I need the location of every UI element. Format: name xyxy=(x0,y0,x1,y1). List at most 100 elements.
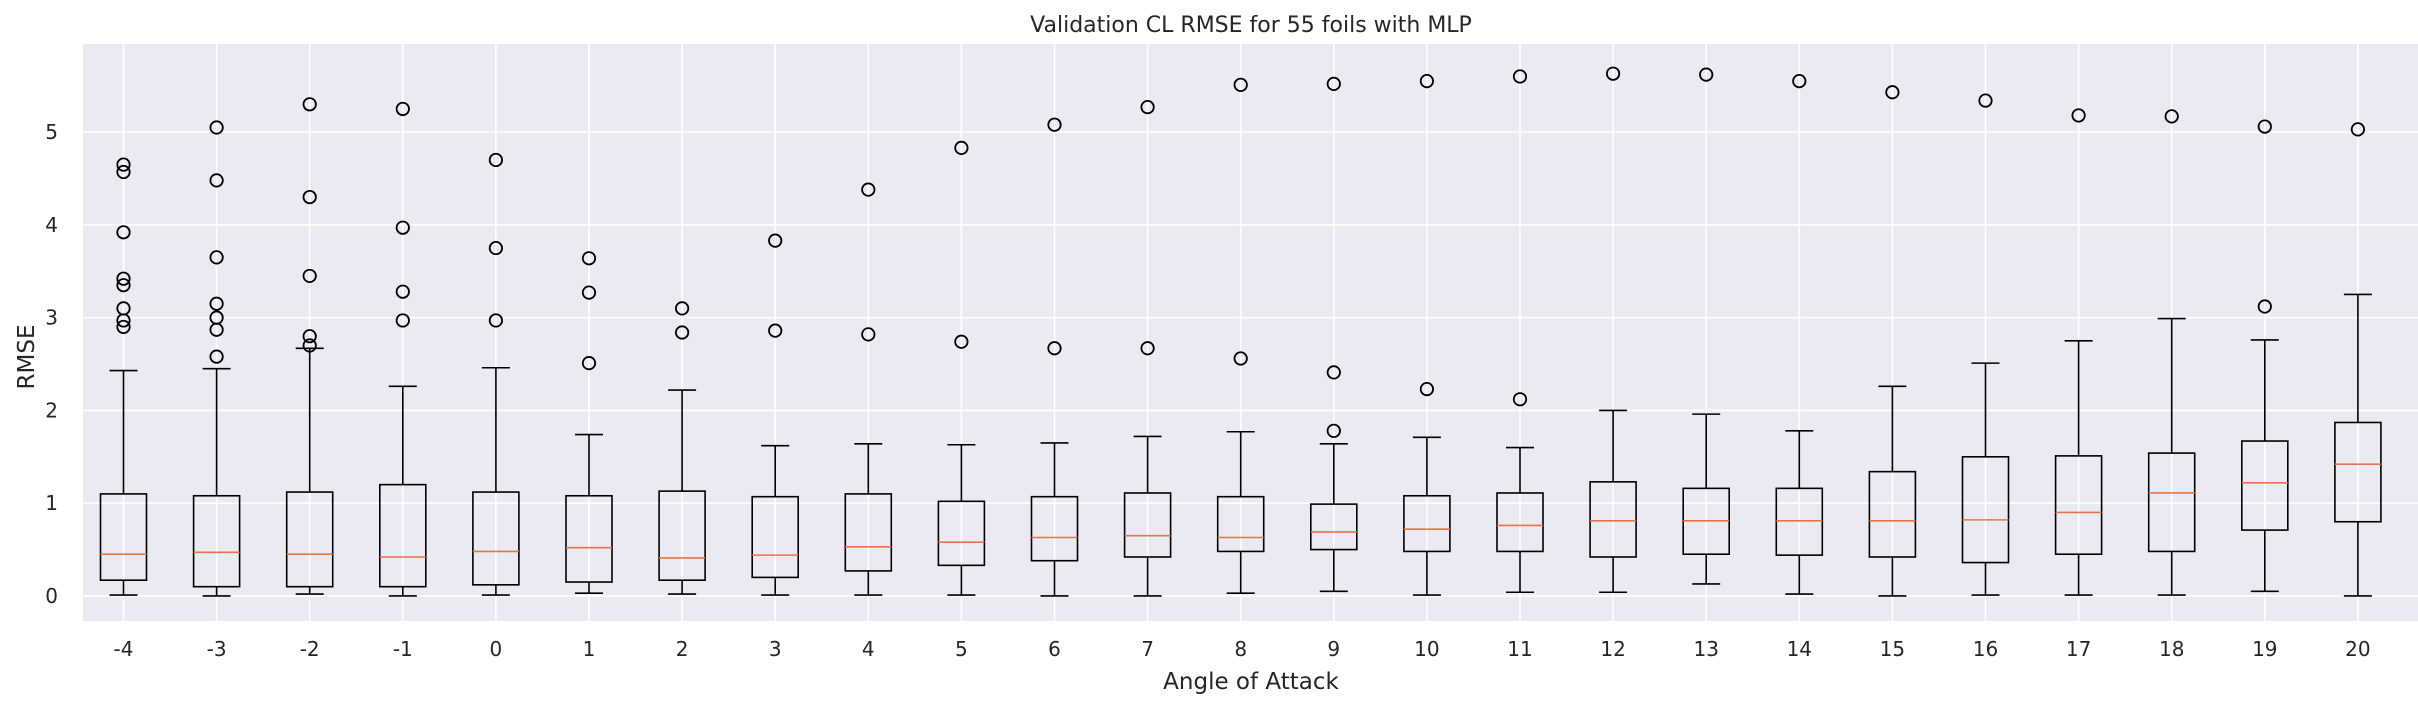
box-iqr xyxy=(2147,452,2196,553)
box-group xyxy=(2147,109,2196,596)
x-tick-label: 7 xyxy=(1141,637,1154,661)
x-tick-label: 14 xyxy=(1787,637,1812,661)
outlier-point xyxy=(209,310,224,325)
box-iqr xyxy=(937,500,986,567)
outlier-point xyxy=(209,250,224,265)
x-tick-label: 20 xyxy=(2345,637,2370,661)
outlier-point xyxy=(395,313,410,328)
x-tick-label: 13 xyxy=(1693,637,1718,661)
x-tick-label: 18 xyxy=(2159,637,2184,661)
box-iqr xyxy=(565,494,613,583)
box-iqr xyxy=(1403,494,1451,553)
outlier-point xyxy=(209,173,224,188)
outlier-point xyxy=(488,313,503,328)
outlier-point xyxy=(1512,392,1528,407)
box-iqr xyxy=(751,495,800,579)
x-tick-label: -1 xyxy=(393,637,413,661)
outlier-point xyxy=(1047,117,1062,132)
outlier-point xyxy=(116,319,131,335)
box-group xyxy=(1682,67,1730,585)
x-tick-label: 17 xyxy=(2066,637,2091,661)
box-iqr xyxy=(472,491,520,586)
outlier-point xyxy=(395,284,410,299)
outlier-point xyxy=(1140,341,1155,356)
outlier-point xyxy=(488,152,503,168)
box-group xyxy=(2334,122,2382,597)
box-group xyxy=(751,233,800,596)
box-iqr xyxy=(658,490,706,581)
outlier-point xyxy=(2257,299,2272,314)
y-axis-ticks: 0 1 2 3 4 5 xyxy=(45,120,58,608)
x-tick-label: 5 xyxy=(955,637,968,661)
x-tick-label: 9 xyxy=(1327,637,1340,661)
outlier-point xyxy=(1978,93,1993,108)
y-tick-label: 4 xyxy=(45,213,58,237)
outlier-point xyxy=(1419,74,1435,89)
box-group xyxy=(2241,119,2289,593)
box-group xyxy=(99,157,148,596)
outlier-point xyxy=(302,329,317,344)
outlier-point xyxy=(1606,66,1621,81)
outlier-point xyxy=(209,296,224,311)
box-group xyxy=(1589,66,1637,594)
x-axis-ticks: -4 -3 -2 -1 0 1 2 3 4 5 6 7 8 9 10 11 12 13 14 15 16 17 18 19 20 xyxy=(114,637,2371,661)
outlier-point xyxy=(395,101,410,117)
box-iqr xyxy=(1216,495,1265,553)
box-iqr xyxy=(2054,455,2103,556)
box-group xyxy=(1868,85,1917,597)
outlier-point xyxy=(1792,74,1807,89)
outlier-point xyxy=(1419,381,1435,397)
outlier-point xyxy=(1233,351,1248,366)
x-axis-label: Angle of Attack xyxy=(1163,669,1339,695)
box-series xyxy=(99,66,2382,597)
box-iqr xyxy=(1961,456,2010,564)
outlier-point xyxy=(1233,77,1248,92)
x-tick-label: 6 xyxy=(1048,637,1061,661)
outlier-point xyxy=(116,164,131,180)
x-tick-label: 3 xyxy=(769,637,782,661)
x-tick-label: 2 xyxy=(676,637,689,661)
y-axis-label: RMSE xyxy=(14,325,40,390)
box-iqr xyxy=(378,483,427,588)
outlier-point xyxy=(209,349,224,364)
box-group xyxy=(2054,108,2103,596)
outlier-point xyxy=(768,323,783,338)
box-group xyxy=(1496,69,1544,594)
gridlines xyxy=(83,44,2418,621)
outlier-point xyxy=(488,240,503,256)
outlier-point xyxy=(2164,109,2179,124)
outlier-point xyxy=(768,233,783,248)
box-iqr xyxy=(1775,487,1824,556)
box-group xyxy=(1775,74,1824,595)
outlier-point xyxy=(209,120,224,135)
box-group xyxy=(1030,117,1079,597)
box-iqr xyxy=(1496,492,1544,553)
x-tick-label: 4 xyxy=(862,637,875,661)
box-iqr xyxy=(1868,470,1917,558)
box-iqr xyxy=(1123,492,1172,558)
x-tick-label: 16 xyxy=(1973,637,1998,661)
x-tick-label: -3 xyxy=(207,637,227,661)
y-tick-label: 1 xyxy=(45,491,58,515)
outlier-point xyxy=(674,325,690,340)
box-group xyxy=(937,140,986,596)
x-tick-label: 1 xyxy=(583,637,596,661)
outlier-point xyxy=(1326,365,1341,380)
box-iqr xyxy=(2241,440,2289,531)
box-iqr xyxy=(1589,481,1637,558)
outlier-point xyxy=(581,285,597,300)
x-tick-label: 12 xyxy=(1600,637,1625,661)
box-iqr xyxy=(99,493,148,581)
outlier-point xyxy=(302,189,317,205)
plot-area xyxy=(83,44,2418,621)
y-tick-label: 2 xyxy=(45,398,58,422)
outlier-point xyxy=(116,278,131,293)
outlier-point xyxy=(674,301,690,316)
outlier-point xyxy=(581,356,597,371)
x-tick-label: 0 xyxy=(490,637,503,661)
x-tick-label: 15 xyxy=(1880,637,1905,661)
box-iqr xyxy=(192,494,241,588)
chart-title: Validation CL RMSE for 55 foils with MLP xyxy=(1030,13,1472,38)
outlier-point xyxy=(581,251,597,266)
